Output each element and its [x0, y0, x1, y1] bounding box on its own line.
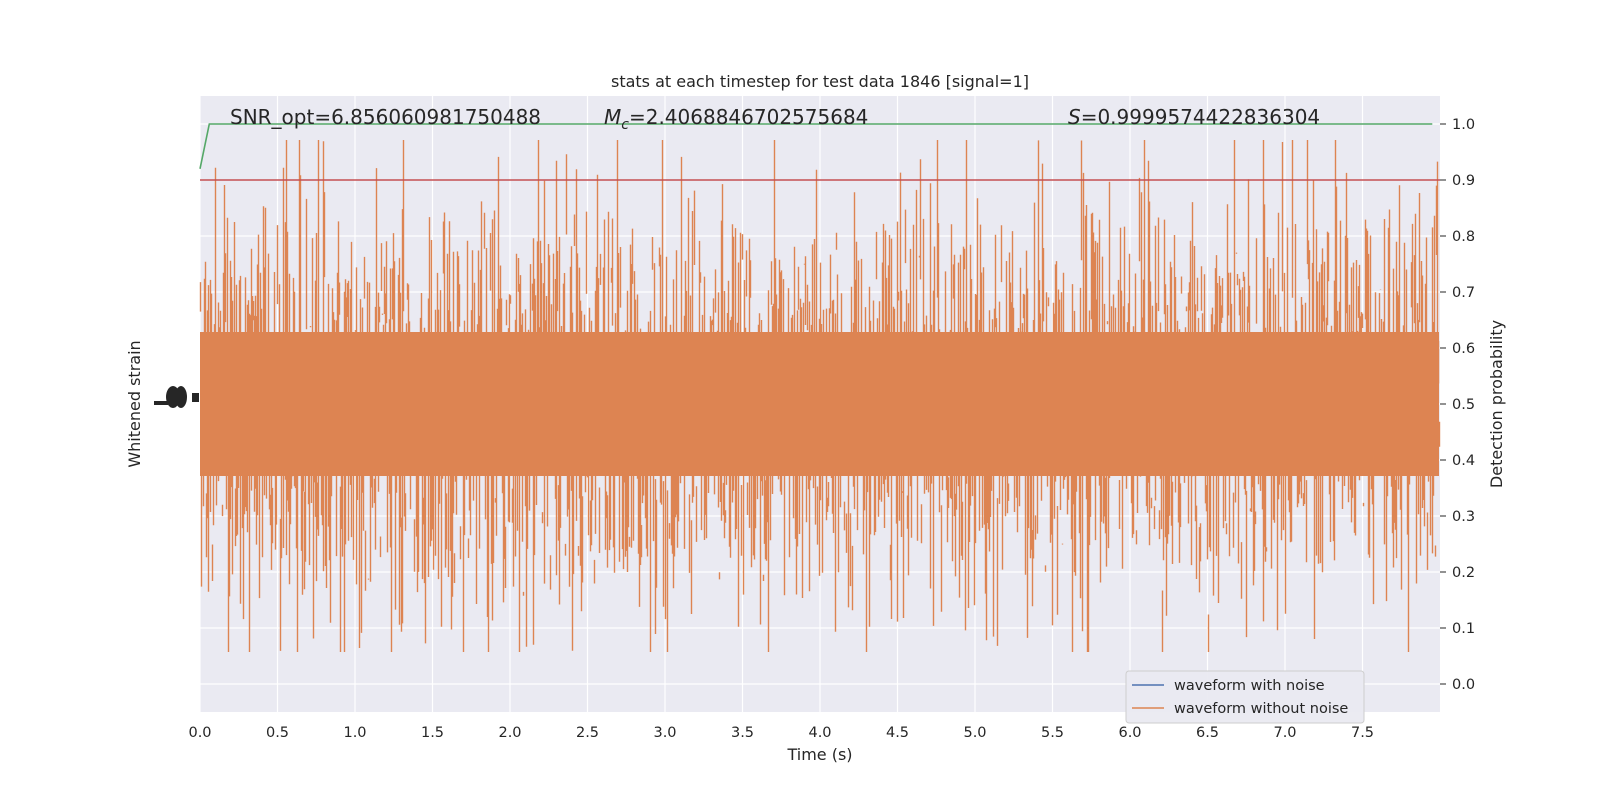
score-annotation: S=0.9999574422836304 — [1068, 105, 1320, 129]
y-tick-label-right: 0.6 — [1452, 341, 1475, 357]
x-tick-label: 6.5 — [1196, 725, 1219, 741]
x-tick-label: 3.0 — [653, 725, 676, 741]
x-tick-label: 1.5 — [421, 725, 444, 741]
x-tick-label: 0.5 — [266, 725, 289, 741]
x-tick-label: 2.5 — [576, 725, 599, 741]
chart-title: stats at each timestep for test data 184… — [611, 72, 1029, 91]
y-tick-label-right: 0.7 — [1452, 285, 1475, 301]
x-tick-label: 7.5 — [1351, 725, 1374, 741]
y-tick-label-right: 0.3 — [1452, 509, 1475, 525]
x-tick-label: 2.0 — [498, 725, 521, 741]
score-symbol: S — [1068, 105, 1081, 129]
legend: waveform with noise waveform without noi… — [1125, 670, 1365, 724]
x-tick-label: 6.0 — [1118, 725, 1141, 741]
x-tick-label: 4.0 — [808, 725, 831, 741]
detection-probability-line — [199, 123, 1433, 169]
legend-label-without-noise: waveform without noise — [1174, 701, 1348, 717]
x-tick-label: 7.0 — [1273, 725, 1296, 741]
y-tick-labels-right: 0.0 0.1 0.2 0.3 0.4 0.5 0.6 0.7 0.8 0.9 1.0 — [1440, 117, 1475, 693]
chirp-mass-value: =2.4068846702575684 — [629, 105, 868, 129]
y-tick-label-right: 0.1 — [1452, 621, 1475, 637]
x-tick-labels: 0.0 0.5 1.0 1.5 2.0 2.5 3.0 3.5 4.0 4.5 5.0 5.5 6.0 6… — [188, 725, 1374, 741]
strain-trace-core — [200, 332, 1439, 476]
snr-annotation: SNR_opt=6.856060981750488 — [230, 105, 541, 129]
chirp-mass-annotation: Mc=2.4068846702575684 — [604, 105, 868, 133]
score-value: =0.9999574422836304 — [1081, 105, 1320, 129]
y-tick-label-right: 0.5 — [1452, 397, 1475, 413]
chirp-mass-symbol: M — [604, 105, 621, 129]
x-axis-label: Time (s) — [786, 745, 852, 764]
y-tick-label-right: 0.2 — [1452, 565, 1475, 581]
whitened-strain-trace — [199, 140, 1441, 652]
x-tick-label: 5.5 — [1041, 725, 1064, 741]
y-tick-label-right: 1.0 — [1452, 117, 1475, 133]
y-tick-label-right: 0.0 — [1452, 677, 1475, 693]
right-y-axis-label: Detection probability — [1487, 320, 1506, 488]
x-tick-label: 1.0 — [343, 725, 366, 741]
x-tick-label: 5.0 — [963, 725, 986, 741]
legend-label-with-noise: waveform with noise — [1174, 678, 1325, 694]
left-y-axis-label: Whitened strain — [125, 340, 144, 467]
x-tick-label: 3.5 — [731, 725, 754, 741]
chirp-mass-subscript: c — [621, 117, 629, 133]
y-tick-label-right: 0.9 — [1452, 173, 1475, 189]
x-tick-label: 4.5 — [886, 725, 909, 741]
legend-box — [1125, 670, 1365, 724]
left-axis-clutter — [154, 386, 199, 408]
y-tick-label-right: 0.4 — [1452, 453, 1475, 469]
x-tick-label: 0.0 — [188, 725, 211, 741]
y-tick-label-right: 0.8 — [1452, 229, 1475, 245]
